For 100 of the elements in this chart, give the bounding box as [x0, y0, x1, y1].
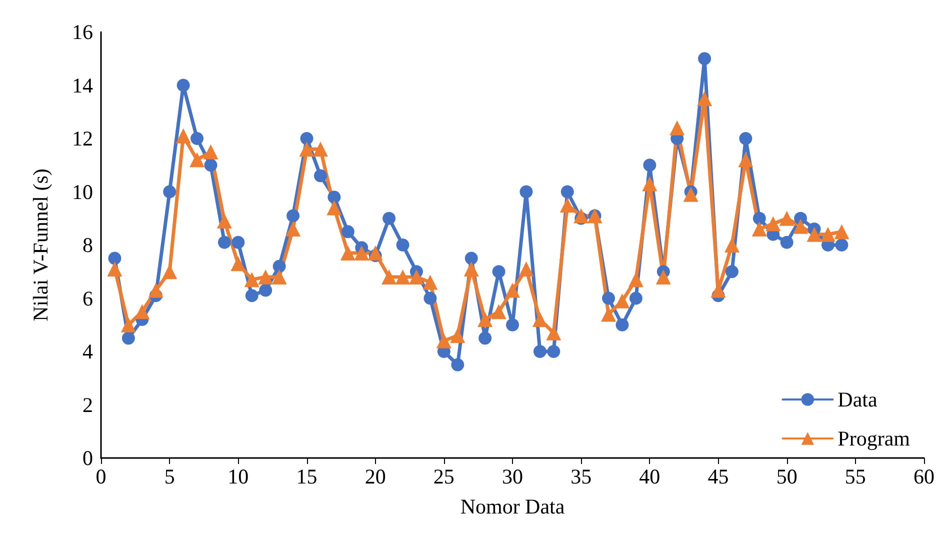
point — [108, 252, 122, 265]
point — [190, 132, 204, 145]
x-tick-label: 45 — [708, 464, 729, 488]
y-tick-label: 6 — [82, 286, 93, 310]
point — [520, 185, 533, 198]
point — [478, 332, 492, 345]
y-tick-label: 10 — [72, 180, 93, 204]
point — [628, 272, 644, 288]
point — [395, 269, 410, 284]
point — [122, 332, 135, 345]
point — [574, 208, 589, 224]
x-tick-label: 50 — [776, 464, 798, 488]
point — [616, 318, 629, 332]
point — [451, 358, 464, 372]
point — [752, 212, 766, 225]
point — [670, 120, 685, 136]
point — [464, 261, 479, 276]
point — [698, 52, 712, 66]
y-tick-label: 12 — [72, 126, 93, 150]
point — [204, 158, 218, 172]
point — [422, 274, 438, 290]
point — [752, 222, 767, 237]
point — [629, 292, 642, 305]
point — [766, 216, 781, 232]
x-tick-label: 60 — [914, 464, 934, 488]
point — [505, 282, 520, 298]
x-tick-label: 10 — [228, 464, 249, 488]
point — [820, 226, 836, 242]
point — [134, 304, 150, 320]
point — [176, 78, 190, 92]
point — [190, 152, 205, 168]
point — [656, 269, 671, 284]
point — [601, 306, 616, 322]
point — [300, 132, 314, 145]
point — [643, 158, 656, 172]
x-axis-title: Nomor Data — [460, 494, 566, 518]
point — [793, 218, 808, 234]
point — [436, 333, 452, 348]
point — [779, 210, 794, 226]
point — [258, 269, 274, 284]
point — [560, 198, 575, 213]
y-tick-label: 2 — [82, 392, 93, 417]
point — [245, 289, 258, 302]
point — [602, 292, 616, 305]
point — [230, 256, 246, 272]
point — [354, 245, 370, 260]
point — [244, 272, 260, 288]
y-tick-label: 4 — [82, 340, 94, 364]
point — [725, 265, 738, 278]
point — [176, 128, 191, 144]
point — [299, 142, 314, 157]
point — [697, 91, 712, 106]
legend-label: Data — [838, 388, 878, 412]
point — [560, 185, 574, 198]
x-tick-label: 40 — [639, 464, 660, 488]
point — [286, 209, 300, 222]
x-tick-label: 30 — [502, 464, 523, 488]
point — [148, 282, 164, 298]
point — [491, 304, 506, 320]
point — [286, 222, 301, 237]
point — [218, 236, 231, 249]
point — [450, 328, 466, 344]
point — [547, 345, 560, 358]
point — [382, 212, 396, 225]
point — [642, 176, 658, 192]
y-axis-title: Nilai V-Funnel (s) — [28, 168, 52, 322]
point — [738, 152, 754, 168]
point — [162, 264, 178, 280]
point — [683, 186, 698, 202]
legend-label: Program — [838, 426, 910, 450]
point — [341, 225, 354, 238]
x-tick-label: 20 — [364, 464, 386, 488]
point — [739, 132, 752, 145]
point — [259, 284, 272, 297]
point — [232, 236, 245, 249]
x-tick-label: 55 — [844, 464, 866, 488]
point — [314, 169, 327, 182]
point — [272, 260, 286, 273]
point — [328, 190, 341, 204]
y-tick-label: 0 — [82, 446, 93, 470]
point — [408, 269, 424, 284]
point — [835, 238, 848, 252]
point — [396, 238, 410, 252]
point — [272, 269, 287, 284]
x-tick-label: 5 — [164, 464, 175, 488]
point — [216, 214, 232, 229]
point — [326, 200, 342, 216]
point — [478, 312, 493, 328]
point — [312, 142, 328, 157]
point — [724, 238, 740, 252]
point — [506, 318, 519, 332]
y-tick-label: 8 — [82, 233, 93, 257]
point — [492, 265, 506, 278]
point — [163, 185, 176, 198]
point — [533, 345, 546, 358]
y-tick-label: 16 — [72, 20, 93, 44]
point — [107, 261, 122, 276]
x-tick-label: 25 — [433, 464, 454, 488]
x-tick-label: 15 — [296, 464, 318, 488]
point — [340, 245, 356, 260]
